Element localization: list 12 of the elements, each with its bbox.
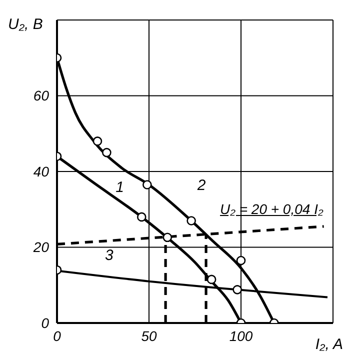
series-label: 2	[197, 176, 206, 194]
series-label: 1	[116, 178, 124, 196]
y-tick-label: 0	[41, 314, 50, 331]
y-axis-title: U₂, В	[8, 16, 43, 33]
x-tick-label: 100	[229, 328, 253, 344]
x-axis-title: I₂, A	[315, 336, 343, 353]
y-tick-label: 20	[32, 239, 50, 256]
x-tick-label: 50	[141, 328, 157, 344]
y-tick-label: 60	[33, 88, 50, 104]
x-tick-label: 0	[53, 328, 62, 344]
y-tick-label: 40	[33, 163, 50, 180]
series-label: 3	[105, 247, 114, 264]
